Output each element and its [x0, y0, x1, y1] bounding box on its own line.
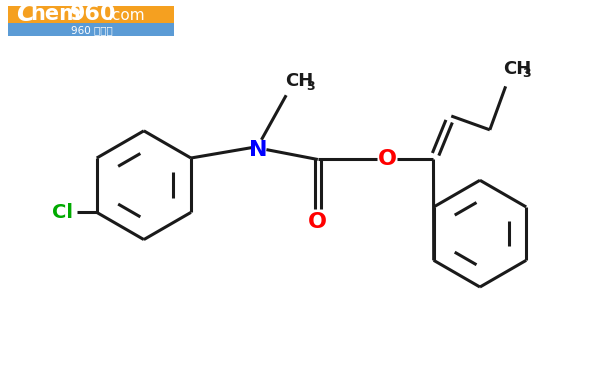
- Text: O: O: [378, 150, 396, 170]
- Text: CH: CH: [285, 72, 313, 90]
- Text: hem: hem: [30, 4, 81, 24]
- Text: C: C: [16, 2, 34, 26]
- Text: 960: 960: [70, 4, 116, 24]
- Text: O: O: [309, 212, 327, 232]
- Text: CH: CH: [503, 60, 531, 78]
- Bar: [8, 6, 174, 36]
- Text: 960 化工网: 960 化工网: [71, 25, 113, 35]
- Text: N: N: [249, 140, 268, 160]
- Text: .com: .com: [107, 8, 145, 22]
- Text: 3: 3: [306, 80, 315, 93]
- Text: Cl: Cl: [52, 203, 73, 222]
- Text: 3: 3: [523, 67, 531, 80]
- Bar: [8, 23, 174, 36]
